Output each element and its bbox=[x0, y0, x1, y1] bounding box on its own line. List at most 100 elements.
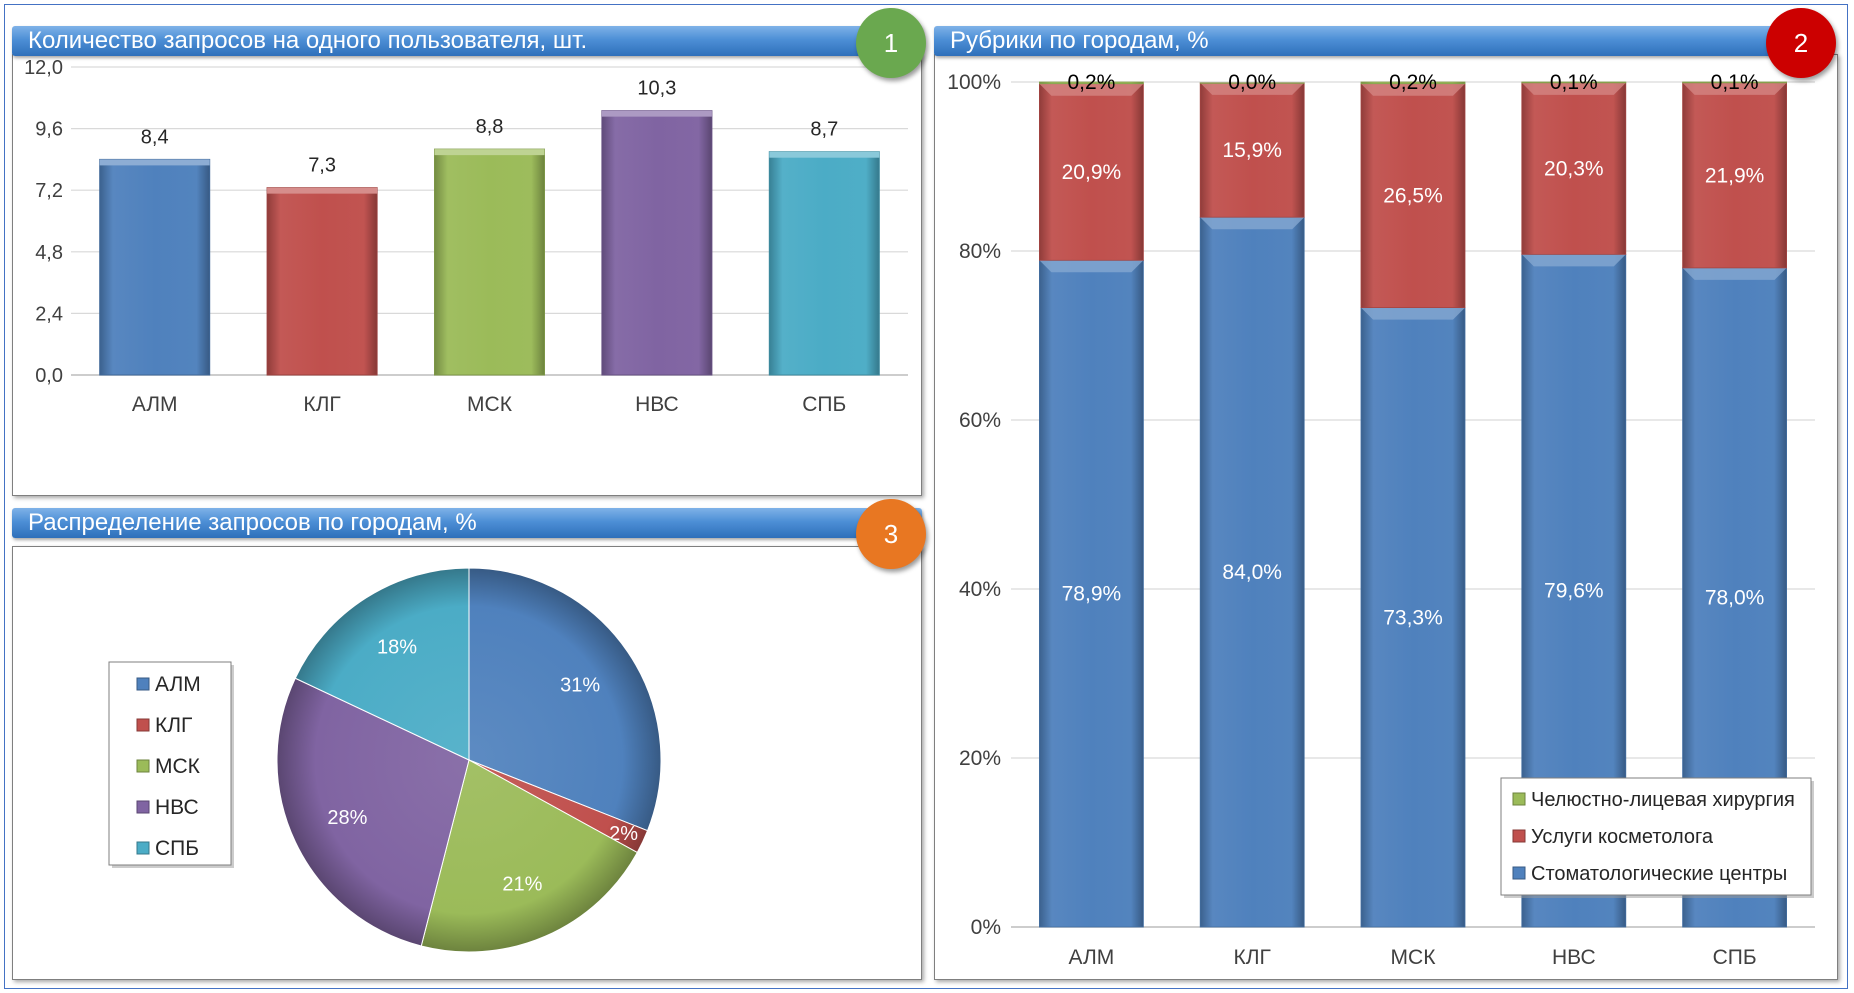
data-label: 0,2% bbox=[1389, 71, 1437, 94]
legend-swatch-maxillofacial bbox=[1512, 792, 1526, 806]
bar-klg bbox=[266, 187, 378, 376]
legend-label-alm: АЛМ bbox=[155, 673, 201, 696]
segment-dental-msk bbox=[1360, 307, 1466, 928]
x-tick-label: КЛГ bbox=[1234, 946, 1271, 969]
segment-bevel bbox=[1521, 82, 1626, 95]
requests-per-user-title: Количество запросов на одного пользовате… bbox=[12, 26, 922, 56]
x-tick-label: МСК bbox=[1391, 946, 1437, 969]
bar-top-highlight bbox=[99, 159, 210, 166]
segment-bevel bbox=[1039, 260, 1144, 273]
segment-bevel bbox=[1521, 254, 1626, 267]
legend bbox=[1500, 777, 1812, 896]
x-tick-label: НВС bbox=[635, 393, 679, 416]
y-tick-label: 7,2 bbox=[35, 180, 63, 202]
bar-alm bbox=[99, 158, 211, 376]
segment-dental-klg bbox=[1199, 216, 1305, 928]
data-label: 8,4 bbox=[141, 126, 169, 148]
segment-bevel bbox=[1682, 267, 1787, 280]
segment-cosmetology-spb bbox=[1682, 82, 1787, 269]
badge-3: 3 bbox=[856, 499, 926, 569]
y-tick-label: 0% bbox=[971, 916, 1001, 939]
data-label: 84,0% bbox=[1222, 561, 1282, 584]
dashboard-frame bbox=[4, 4, 1848, 989]
data-label: 0,1% bbox=[1711, 71, 1759, 94]
data-label: 20,3% bbox=[1544, 158, 1604, 181]
requests-by-city-panel: 31% 2% 21% 28% 18% АЛМ КЛГ МСК НВС СПБ bbox=[12, 546, 922, 980]
segment-maxillofacial-alm bbox=[1039, 81, 1144, 85]
data-label: 79,6% bbox=[1544, 580, 1604, 603]
badge-2: 2 bbox=[1766, 8, 1836, 78]
slice-label-spb: 18% bbox=[377, 637, 417, 659]
segment-dental-alm bbox=[1039, 259, 1144, 928]
data-label: 7,3 bbox=[308, 155, 336, 177]
slice-label-alm: 31% bbox=[560, 674, 600, 696]
data-label: 21,9% bbox=[1705, 164, 1765, 187]
slice-nvs bbox=[276, 677, 470, 947]
x-tick-label: КЛГ bbox=[303, 393, 340, 416]
y-tick-label: 12,0 bbox=[24, 57, 63, 79]
data-label: 8,8 bbox=[476, 116, 504, 138]
bar-top-highlight bbox=[769, 151, 880, 158]
x-tick-label: СПБ bbox=[1713, 946, 1757, 969]
bar-nvs bbox=[601, 110, 713, 376]
segment-bevel bbox=[1361, 83, 1465, 96]
y-tick-label: 40% bbox=[959, 578, 1001, 601]
legend-label-maxillofacial: Челюстно-лицевая хирургия bbox=[1531, 789, 1795, 811]
legend-swatch-dental bbox=[1512, 866, 1526, 880]
legend-label-nvs: НВС bbox=[155, 796, 199, 819]
x-tick-label: МСК bbox=[467, 393, 513, 416]
segment-cosmetology-alm bbox=[1039, 83, 1144, 261]
segment-bevel bbox=[1682, 82, 1787, 95]
segment-bevel bbox=[1200, 82, 1305, 95]
slice-msk bbox=[420, 759, 638, 953]
data-label: 0,0% bbox=[1228, 71, 1276, 94]
segment-maxillofacial-msk bbox=[1360, 81, 1466, 85]
data-label: 8,7 bbox=[810, 119, 838, 141]
legend bbox=[108, 661, 232, 866]
data-label: 15,9% bbox=[1222, 139, 1282, 162]
legend-label-dental: Стоматологические центры bbox=[1531, 863, 1787, 885]
x-tick-label: НВС bbox=[1552, 946, 1596, 969]
segment-maxillofacial-klg bbox=[1199, 82, 1305, 84]
requests-per-user-panel: 0,0 2,4 4,8 7,2 9,6 12,0 8,4 АЛМ 7,3 КЛГ 8,8 МСК 10,… bbox=[12, 54, 922, 496]
y-tick-label: 100% bbox=[947, 71, 1001, 94]
data-label: 78,9% bbox=[1062, 583, 1122, 606]
categories-by-city-panel: 0% 20% 40% 60% 80% 100% 78,9% 20,9% 0,2% АЛМ 84,0%… bbox=[934, 54, 1838, 980]
slice-spb bbox=[294, 567, 470, 761]
data-label: 26,5% bbox=[1383, 185, 1443, 208]
bar-top-highlight bbox=[267, 187, 378, 194]
segment-bevel bbox=[1200, 217, 1305, 230]
segment-bevel bbox=[1039, 83, 1144, 96]
segment-cosmetology-msk bbox=[1360, 83, 1466, 309]
legend-label-klg: КЛГ bbox=[155, 714, 192, 737]
slice-label-msk: 21% bbox=[502, 873, 542, 895]
x-tick-label: СПБ bbox=[802, 393, 846, 416]
slice-alm bbox=[468, 567, 662, 832]
bar-spb bbox=[768, 151, 880, 376]
data-label: 78,0% bbox=[1705, 586, 1765, 609]
slice-label-nvs: 28% bbox=[327, 807, 367, 829]
categories-by-city-chart: 0% 20% 40% 60% 80% 100% 78,9% 20,9% 0,2% АЛМ 84,0%… bbox=[947, 71, 1815, 969]
legend-label-cosmetology: Услуги косметолога bbox=[1531, 826, 1714, 848]
data-label: 20,9% bbox=[1062, 161, 1122, 184]
legend-swatch-klg bbox=[136, 718, 150, 732]
bar-msk bbox=[434, 148, 545, 376]
y-tick-label: 4,8 bbox=[35, 242, 63, 264]
segment-cosmetology-nvs bbox=[1521, 82, 1627, 255]
bar-top-highlight bbox=[601, 110, 712, 117]
y-tick-label: 20% bbox=[959, 747, 1001, 770]
bar-top-highlight bbox=[434, 149, 545, 156]
categories-by-city-title: Рубрики по городам, % bbox=[934, 26, 1804, 56]
requests-per-user-chart: 0,0 2,4 4,8 7,2 9,6 12,0 8,4 АЛМ 7,3 КЛГ 8,8 МСК 10,… bbox=[24, 57, 908, 416]
slice-label-klg: 2% bbox=[609, 823, 638, 845]
badge-1: 1 bbox=[856, 8, 926, 78]
segment-cosmetology-klg bbox=[1199, 82, 1305, 218]
data-label: 10,3 bbox=[637, 78, 676, 100]
x-tick-label: АЛМ bbox=[1069, 946, 1115, 969]
y-tick-label: 2,4 bbox=[35, 303, 63, 325]
legend-label-spb: СПБ bbox=[155, 837, 199, 860]
segment-maxillofacial-spb bbox=[1682, 81, 1787, 84]
data-label: 73,3% bbox=[1383, 606, 1443, 629]
y-tick-label: 60% bbox=[959, 409, 1001, 432]
segment-maxillofacial-nvs bbox=[1521, 81, 1627, 84]
